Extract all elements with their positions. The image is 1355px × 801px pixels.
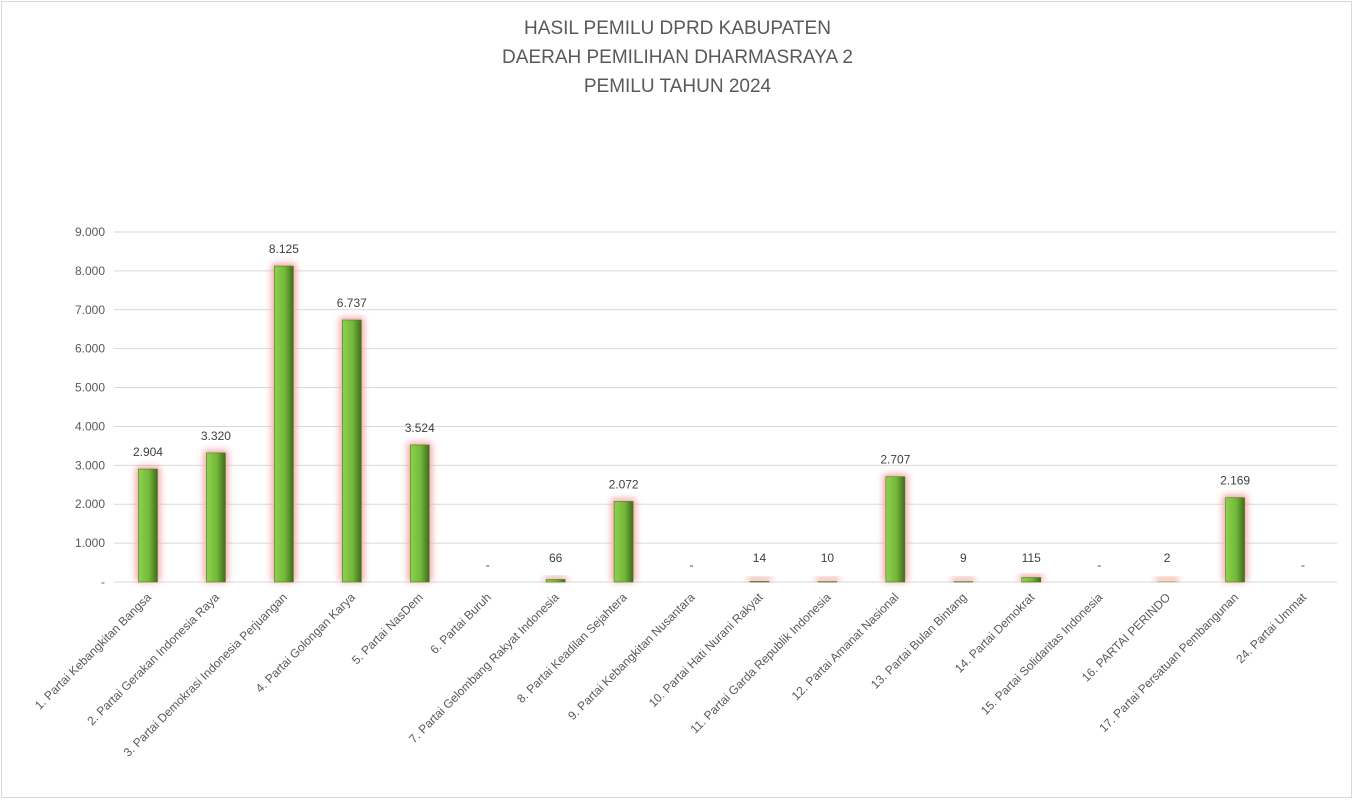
bar-glow-9: [746, 577, 772, 582]
category-label-4: 5. Partai NasDem: [349, 590, 426, 667]
y-tick-label-7: 7.000: [75, 303, 105, 317]
category-label-14: 15. Partai Solidaritas Indonesia: [978, 590, 1106, 718]
bar-13: [1021, 577, 1042, 583]
data-label-16: 2.169: [1220, 474, 1250, 488]
data-label-8: -: [690, 558, 694, 572]
data-label-1: 3.320: [201, 429, 231, 443]
data-label-13: 115: [1022, 551, 1041, 565]
bar-11: [885, 476, 906, 583]
category-label-6: 7. Partai Gelombang Rakyat Indonesia: [406, 590, 562, 746]
bar-16: [1225, 497, 1245, 583]
data-label-12: 9: [960, 551, 967, 565]
data-label-10: 10: [821, 551, 835, 565]
data-label-9: 14: [753, 551, 767, 565]
category-label-17: 24. Partai Ummat: [1233, 590, 1309, 666]
data-label-0: 2.904: [133, 445, 163, 459]
data-labels: 2.904 3.320 8.125 6.737 3.524 - 66 2.072 - 14 10 2.…: [133, 242, 1305, 572]
data-label-15: 2: [1164, 551, 1171, 565]
data-label-11: 2.707: [880, 453, 910, 467]
data-label-17: -: [1301, 558, 1305, 572]
y-tick-label-8: 8.000: [75, 264, 105, 278]
category-label-1: 2. Partai Gerakan Indonesia Raya: [84, 590, 222, 728]
bar-glow-10: [814, 577, 840, 582]
y-tick-label-0: -: [101, 575, 105, 589]
y-tick-label-2: 2.000: [75, 497, 105, 511]
chart-title: HASIL PEMILU DPRD KABUPATEN DAERAH PEMIL…: [0, 14, 1355, 101]
data-label-5: -: [486, 558, 490, 572]
category-label-5: 6. Partai Buruh: [427, 590, 494, 657]
category-label-7: 8. Partai Keadilan Sejahtera: [514, 590, 630, 706]
data-label-14: -: [1097, 558, 1101, 572]
data-label-3: 6.737: [337, 296, 367, 310]
bar-2: [274, 265, 294, 583]
bar-15: [1157, 581, 1177, 582]
category-label-8: 9. Partai Kebangkitan Nusantara: [565, 590, 698, 723]
bar-glow-15: [1154, 577, 1180, 582]
data-label-4: 3.524: [405, 421, 435, 435]
y-tick-label-9: 9.000: [75, 225, 105, 239]
bar-6: [545, 579, 566, 583]
data-label-2: 8.125: [269, 242, 299, 256]
data-label-7: 2.072: [609, 477, 639, 491]
bar-0: [138, 468, 158, 583]
y-tick-label-1: 1.000: [75, 536, 105, 550]
y-tick-label-3: 3.000: [75, 458, 105, 472]
category-label-16: 17. Partai Persatuan Pembangunan: [1096, 590, 1241, 735]
chart-title-line-1: HASIL PEMILU DPRD KABUPATEN: [524, 18, 831, 39]
bar-3: [342, 319, 362, 583]
chart-title-line-2: DAERAH PEMILIHAN DHARMASRAYA 2: [502, 47, 853, 68]
y-tick-label-5: 5.000: [75, 381, 105, 395]
category-label-10: 11. Partai Garda Republik Indonesia: [687, 590, 833, 736]
chart-title-line-3: PEMILU TAHUN 2024: [583, 76, 772, 97]
bars: [135, 263, 1248, 583]
bar-4: [409, 444, 430, 583]
y-tick-label-4: 4.000: [75, 419, 105, 433]
y-axis-ticks: - 1.000 2.000 3.000 4.000 5.000 6.000 7.000 8.00…: [75, 225, 105, 589]
category-label-0: 1. Partai Kebangkitan Bangsa: [32, 590, 154, 712]
bar-1: [206, 452, 226, 583]
bar-9: [749, 581, 770, 583]
bar-glow-12: [950, 577, 976, 582]
y-tick-label-6: 6.000: [75, 342, 105, 356]
bar-7: [613, 501, 634, 583]
gridlines: [114, 231, 1337, 583]
data-label-6: 66: [549, 551, 563, 565]
category-label-9: 10. Partai Hati Nurani Rakyat: [646, 590, 766, 710]
